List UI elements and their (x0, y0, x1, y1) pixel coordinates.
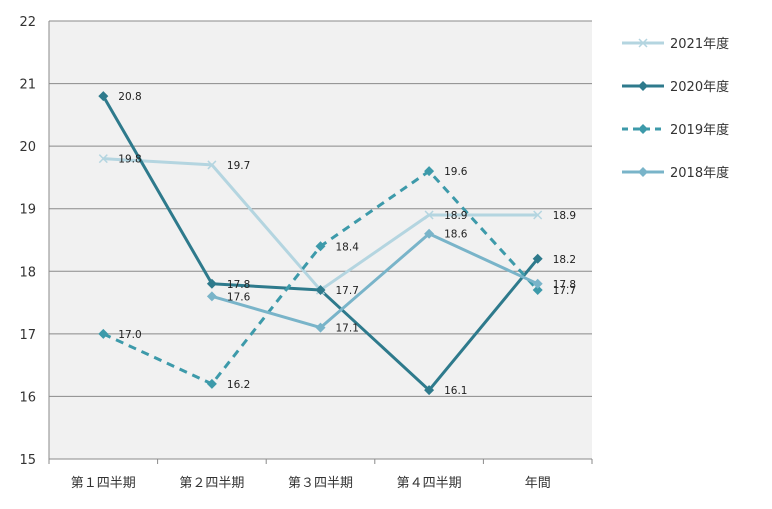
data-label: 18.9 (553, 210, 576, 222)
plot-area (49, 21, 592, 459)
y-tick-label: 15 (19, 453, 36, 468)
x-tick-label: 年間 (525, 476, 551, 491)
series-0-point (424, 210, 434, 220)
series-3-point (424, 228, 435, 239)
legend-label: 2021年度 (670, 36, 729, 52)
legend: 2021年度 2020年度 2019年度 2018年度 (622, 36, 729, 181)
series-group (98, 91, 543, 396)
data-label: 16.1 (444, 385, 467, 397)
data-label: 19.7 (227, 160, 250, 172)
legend-marker-2 (638, 124, 648, 134)
marker-stroke (207, 160, 217, 170)
legend-label: 2019年度 (670, 122, 729, 138)
legend-label: 2018年度 (670, 165, 729, 181)
data-label: 18.2 (553, 254, 576, 266)
series-1-point (315, 285, 326, 296)
data-labels: 19.819.718.9 18.920.817.817.716.118.217.0… (118, 91, 576, 397)
y-tick-label: 22 (19, 15, 36, 30)
y-tick-label: 18 (19, 265, 36, 280)
series-2-point (424, 166, 435, 177)
y-tick-label: 19 (19, 203, 36, 218)
series-2-point (206, 378, 217, 389)
series-0-point (533, 210, 543, 220)
legend-label: 2020年度 (670, 79, 729, 95)
axes: 15 16 17 18 19 20 21 22 第１四半期 第２四半期 第３四半期 第４四半期 年間 (19, 15, 593, 491)
data-label: 17.7 (553, 285, 576, 297)
y-tick-label: 20 (19, 140, 36, 155)
series-3-point (532, 278, 543, 289)
marker-stroke (424, 210, 434, 220)
series-0-point (207, 160, 217, 170)
data-label: 18.9 (444, 210, 467, 222)
data-label: 17.7 (336, 285, 359, 297)
legend-marker-3 (638, 167, 648, 177)
series-1-point (532, 253, 543, 264)
data-label: 17.8 (227, 279, 250, 291)
marker-stroke (533, 210, 543, 220)
y-tick-label: 17 (19, 328, 36, 343)
x-tick-label: 第４四半期 (397, 476, 462, 491)
x-tick-label: 第１四半期 (71, 476, 136, 491)
data-label: 19.8 (118, 154, 141, 166)
legend-marker-0 (638, 38, 648, 48)
series-3-point (315, 322, 326, 333)
data-label: 20.8 (118, 91, 141, 103)
data-label: 16.2 (227, 379, 250, 391)
marker-stroke (98, 154, 108, 164)
series-1-point (424, 385, 435, 396)
data-label: 17.6 (227, 291, 251, 303)
legend-marker-1 (638, 81, 648, 91)
y-tick-label: 21 (19, 78, 36, 93)
gridlines (49, 20, 592, 397)
series-0-point (98, 154, 108, 164)
data-label: 19.6 (444, 166, 468, 178)
data-label: 17.8 (553, 279, 576, 291)
data-label: 18.4 (336, 241, 360, 253)
marker-stroke (638, 38, 648, 48)
x-tick-label: 第３四半期 (288, 476, 353, 491)
data-label: 17.0 (118, 329, 141, 341)
series-line-3 (211, 232, 539, 330)
series-1-point (206, 278, 217, 289)
data-label: 18.6 (444, 229, 468, 241)
series-1-point (98, 91, 109, 102)
x-tick-label: 第２四半期 (179, 476, 244, 491)
series-3-point (206, 291, 217, 302)
data-label: 17.1 (336, 323, 359, 335)
series-2-point (98, 328, 109, 339)
series-2-point (532, 285, 543, 296)
series-2-point (315, 241, 326, 252)
y-tick-label: 16 (19, 390, 36, 405)
